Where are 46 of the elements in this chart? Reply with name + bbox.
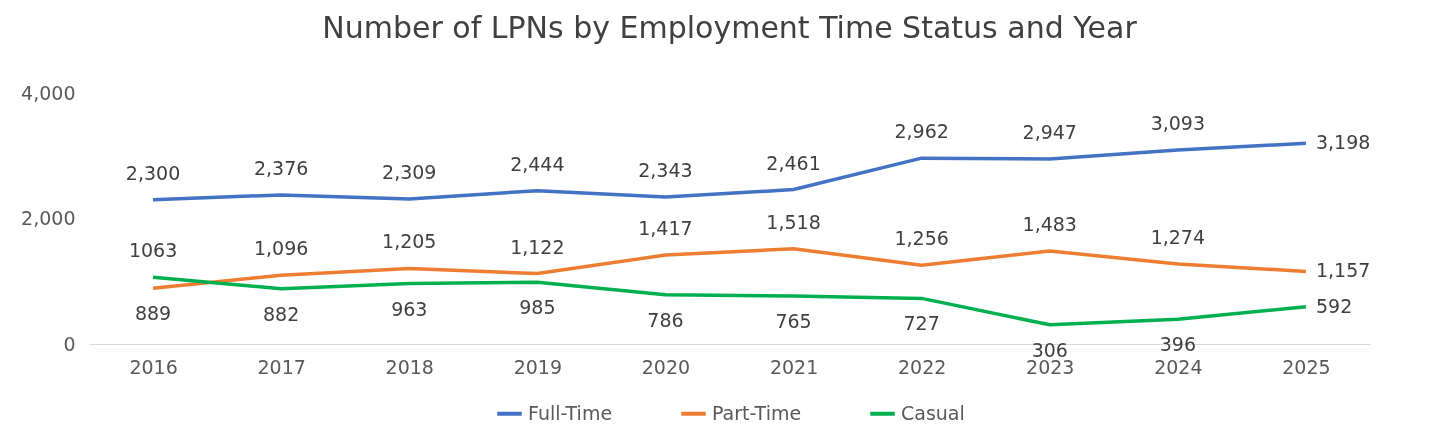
data-label: 765 xyxy=(775,310,812,332)
data-label: 592 xyxy=(1315,294,1353,317)
data-label: 1,205 xyxy=(382,230,437,253)
data-label: 306 xyxy=(1031,338,1068,361)
data-label: 889 xyxy=(134,302,172,325)
data-label: 727 xyxy=(903,312,940,335)
y-tick-label: 4,000 xyxy=(21,81,76,104)
data-label: 3,093 xyxy=(1150,111,1206,134)
x-tick-label: 2018 xyxy=(385,355,434,378)
x-tick-label: 2019 xyxy=(513,355,563,378)
data-label: 786 xyxy=(647,308,684,331)
data-label: 1,518 xyxy=(766,210,821,233)
x-tick-label: 2021 xyxy=(769,355,819,378)
data-label: 1,256 xyxy=(894,227,949,250)
x-tick-label: 2022 xyxy=(897,355,947,378)
data-label: 2,343 xyxy=(638,158,693,181)
data-label: 2,461 xyxy=(766,151,821,174)
x-tick-label: 2024 xyxy=(1154,355,1203,378)
data-label: 1,122 xyxy=(510,235,565,258)
legend-label: Full-Time xyxy=(528,401,613,424)
data-label: 1,274 xyxy=(1150,226,1206,249)
x-tick-label: 2020 xyxy=(641,355,691,378)
data-label: 396 xyxy=(1159,333,1196,356)
data-label: 2,300 xyxy=(125,161,181,184)
y-tick-label: 2,000 xyxy=(21,207,76,229)
data-label: 2,962 xyxy=(894,120,949,143)
x-tick-label: 2017 xyxy=(257,355,306,378)
y-tick-label: 0 xyxy=(63,332,76,355)
data-label: 1,483 xyxy=(1022,212,1077,235)
legend-label: Casual xyxy=(901,401,965,424)
data-label: 1063 xyxy=(128,239,178,262)
data-label: 963 xyxy=(391,297,428,320)
chart-title: Number of LPNs by Employment Time Status and Year xyxy=(322,10,1138,45)
x-tick-label: 2016 xyxy=(129,355,178,378)
legend-label: Part-Time xyxy=(712,401,802,424)
x-tick-label: 2025 xyxy=(1282,355,1331,378)
data-label: 1,157 xyxy=(1315,259,1371,282)
data-label: 985 xyxy=(519,296,556,319)
data-label: 882 xyxy=(263,302,300,325)
data-label: 2,376 xyxy=(253,156,309,179)
data-label: 1,417 xyxy=(638,217,693,240)
data-label: 3,198 xyxy=(1315,131,1371,154)
data-label: 2,947 xyxy=(1022,121,1077,144)
data-label: 1,096 xyxy=(253,237,309,260)
data-label: 2,309 xyxy=(382,161,437,184)
data-label: 2,444 xyxy=(510,152,565,175)
